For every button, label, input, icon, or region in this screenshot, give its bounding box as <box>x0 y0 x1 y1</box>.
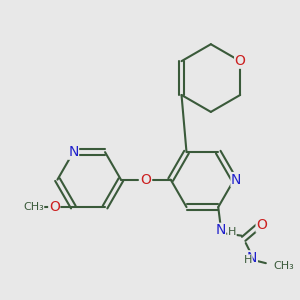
Text: H: H <box>244 255 252 265</box>
Text: N: N <box>231 172 242 187</box>
Text: CH₃: CH₃ <box>273 261 294 271</box>
Text: O: O <box>256 218 267 232</box>
Text: O: O <box>140 172 151 187</box>
Text: O: O <box>49 200 60 214</box>
Text: CH₃: CH₃ <box>23 202 44 212</box>
Text: N: N <box>68 145 79 159</box>
Text: N: N <box>247 251 257 265</box>
Text: N: N <box>215 224 226 237</box>
Text: H: H <box>228 227 236 238</box>
Text: O: O <box>235 54 246 68</box>
